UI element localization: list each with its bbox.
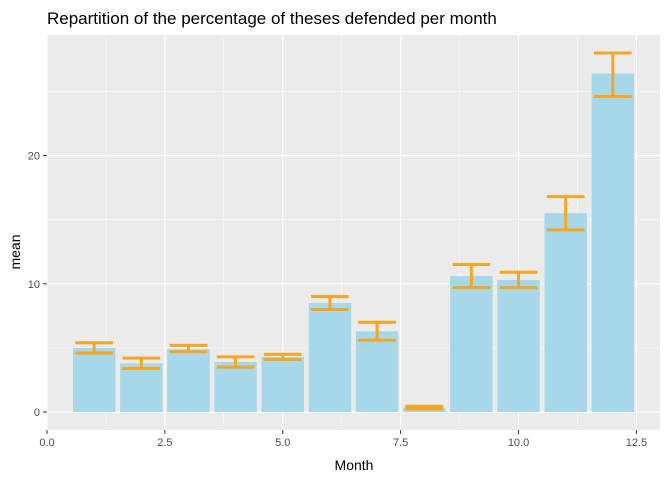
bar [167, 349, 210, 413]
bar [497, 279, 540, 413]
error-bar [216, 355, 255, 369]
bar [261, 356, 304, 413]
error-bars [75, 51, 632, 411]
bar [591, 73, 635, 413]
error-bar [499, 270, 538, 290]
y-axis: 0 10 20 [28, 151, 47, 419]
bar [450, 276, 493, 413]
x-axis-title: Month [335, 457, 374, 473]
x-tick-label: 2.5 [157, 437, 172, 449]
y-tick-label: 20 [28, 151, 40, 163]
y-axis-title: mean [7, 234, 23, 269]
bar [72, 347, 116, 413]
y-tick-label: 10 [28, 279, 40, 291]
error-bar [263, 352, 302, 361]
error-bar [122, 356, 161, 370]
x-tick-label: 0.0 [39, 437, 54, 449]
error-bar [546, 195, 585, 232]
x-tick-label: 7.5 [393, 437, 408, 449]
error-bar [358, 320, 396, 342]
error-bar [311, 295, 349, 311]
bars [72, 73, 635, 413]
x-tick-label: 10.0 [508, 437, 529, 449]
y-tick-label: 0 [34, 407, 40, 419]
error-bar [75, 341, 114, 355]
error-bar [452, 263, 491, 290]
bar [308, 303, 352, 413]
x-tick-label: 12.5 [626, 437, 647, 449]
error-bar [405, 404, 444, 411]
bar [355, 331, 399, 413]
error-bar [593, 51, 632, 99]
error-bar [169, 343, 208, 354]
x-axis: 0.0 2.5 5.0 7.5 10.0 12.5 [39, 430, 647, 449]
bar [214, 362, 257, 413]
chart-title: Repartition of the percentage of theses … [47, 9, 497, 28]
x-tick-label: 5.0 [275, 437, 290, 449]
bar [120, 363, 163, 413]
bar [544, 213, 587, 413]
